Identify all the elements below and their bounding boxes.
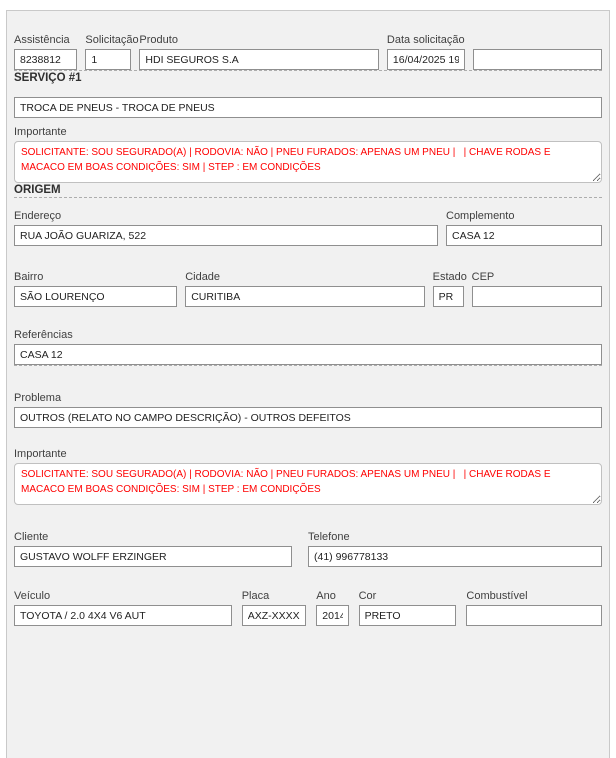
data-solicitacao-input[interactable]	[386, 49, 465, 70]
assistencia-label: Assistência	[14, 34, 70, 46]
header-extra-field	[472, 34, 602, 70]
assistance-form-panel: Assistência Solicitação Produto Data sol…	[6, 10, 610, 758]
ano-field: Ano	[316, 590, 349, 626]
bairro-label: Bairro	[14, 271, 44, 283]
combustivel-field: Combustível	[466, 590, 602, 626]
combustivel-label: Combustível	[466, 590, 528, 602]
separator-line	[14, 365, 602, 366]
placa-field: Placa	[241, 590, 307, 626]
servico-tipo-input[interactable]	[14, 97, 602, 118]
servico-importante-label: Importante	[14, 126, 67, 138]
placa-input[interactable]	[241, 605, 307, 626]
cep-label: CEP	[471, 271, 495, 283]
origem-importante-field: Importante SOLICITANTE: SOU SEGURADO(A) …	[14, 448, 602, 505]
estado-input[interactable]	[432, 286, 464, 307]
veiculo-label: Veículo	[14, 590, 51, 602]
origem-importante-textarea[interactable]: SOLICITANTE: SOU SEGURADO(A) | RODOVIA: …	[14, 463, 602, 505]
separator-line	[14, 70, 602, 71]
veiculo-input[interactable]	[14, 605, 232, 626]
endereco-label: Endereço	[14, 210, 62, 222]
cidade-input[interactable]	[185, 286, 425, 307]
complemento-label: Complemento	[446, 210, 515, 222]
bairro-row: Bairro Cidade Estado CEP	[14, 271, 603, 307]
data-solicitacao-label: Data solicitação	[386, 34, 465, 46]
estado-label: Estado	[432, 271, 467, 283]
solicitacao-input[interactable]	[85, 49, 132, 70]
solicitacao-label: Solicitação	[85, 34, 139, 46]
estado-field: Estado	[432, 271, 467, 307]
veiculo-row: Veículo Placa Ano Cor Combustível	[14, 590, 602, 626]
cidade-label: Cidade	[185, 271, 221, 283]
servico-section-title: SERVIÇO #1	[14, 72, 82, 84]
cor-field: Cor	[358, 590, 457, 626]
cep-field: CEP	[471, 271, 603, 307]
problema-label: Problema	[14, 392, 62, 404]
cor-input[interactable]	[358, 605, 457, 626]
referencias-input[interactable]	[14, 344, 602, 365]
endereco-input[interactable]	[14, 225, 438, 246]
servico-importante-field: Importante SOLICITANTE: SOU SEGURADO(A) …	[14, 126, 602, 183]
telefone-input[interactable]	[308, 546, 602, 567]
cliente-row: Cliente Telefone	[14, 531, 602, 567]
assistencia-input[interactable]	[14, 49, 78, 70]
referencias-field: Referências	[14, 329, 602, 365]
cliente-field: Cliente	[14, 531, 292, 567]
cor-label: Cor	[358, 590, 377, 602]
servico-tipo-field	[14, 97, 602, 118]
assistencia-field: Assistência	[14, 34, 78, 70]
veiculo-field: Veículo	[14, 590, 232, 626]
ano-label: Ano	[316, 590, 336, 602]
separator-line	[14, 197, 602, 198]
servico-importante-textarea[interactable]: SOLICITANTE: SOU SEGURADO(A) | RODOVIA: …	[14, 141, 602, 183]
endereco-field: Endereço	[14, 210, 438, 246]
header-extra-label	[473, 34, 602, 47]
combustivel-input[interactable]	[466, 605, 602, 626]
cidade-field: Cidade	[185, 271, 425, 307]
produto-field: Produto	[139, 34, 379, 70]
produto-label: Produto	[139, 34, 178, 46]
bairro-field: Bairro	[14, 271, 178, 307]
header-row: Assistência Solicitação Produto Data sol…	[14, 34, 602, 70]
ano-input[interactable]	[316, 605, 349, 626]
origem-section-title: ORIGEM	[14, 184, 61, 196]
problema-field: Problema	[14, 392, 602, 428]
endereco-row: Endereço Complemento	[14, 210, 602, 246]
referencias-label: Referências	[14, 329, 73, 341]
telefone-field: Telefone	[308, 531, 602, 567]
cep-input[interactable]	[471, 286, 603, 307]
placa-label: Placa	[241, 590, 270, 602]
bairro-input[interactable]	[14, 286, 178, 307]
produto-input[interactable]	[139, 49, 379, 70]
header-extra-input[interactable]	[472, 49, 602, 70]
complemento-input[interactable]	[446, 225, 602, 246]
cliente-input[interactable]	[14, 546, 292, 567]
telefone-label: Telefone	[308, 531, 350, 543]
problema-input[interactable]	[14, 407, 602, 428]
data-solicitacao-field: Data solicitação	[386, 34, 465, 70]
complemento-field: Complemento	[446, 210, 602, 246]
cliente-label: Cliente	[14, 531, 49, 543]
origem-importante-label: Importante	[14, 448, 67, 460]
solicitacao-field: Solicitação	[85, 34, 139, 70]
